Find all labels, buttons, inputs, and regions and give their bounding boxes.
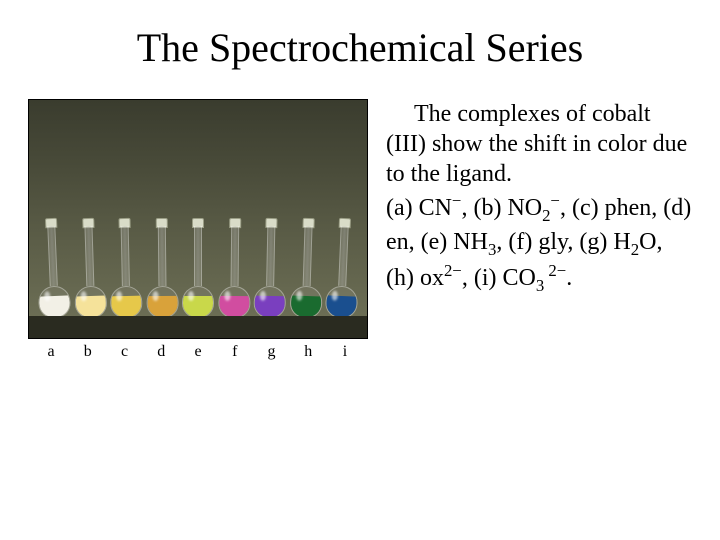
flask-liquid — [75, 296, 106, 318]
flask-neck — [157, 226, 166, 286]
flask-liquid — [254, 296, 284, 318]
flask-e — [181, 168, 215, 318]
flask-i — [324, 167, 364, 318]
flask-bulb — [218, 286, 250, 318]
flask-shine-icon — [188, 291, 194, 301]
slide-title: The Spectrochemical Series — [28, 24, 692, 71]
flask-liquid — [219, 296, 249, 317]
flask-bulb — [74, 285, 107, 318]
flask-shine-icon — [116, 291, 122, 301]
flask-label-d: d — [148, 343, 174, 361]
body-paragraph-1: The complexes of cobalt (III) show the s… — [386, 99, 692, 189]
flask-liquid — [147, 296, 177, 317]
flask-label-e: e — [185, 343, 211, 361]
flask-b — [69, 168, 108, 319]
flask-label-a: a — [38, 343, 64, 361]
text-column: The complexes of cobalt (III) show the s… — [386, 99, 692, 298]
flask-g — [252, 168, 289, 319]
flask-label-h: h — [295, 343, 321, 361]
flask-row — [35, 118, 361, 318]
flask-neck — [266, 226, 275, 286]
flask-label-b: b — [75, 343, 101, 361]
flask-c — [106, 168, 143, 319]
flask-f — [217, 168, 253, 318]
flask-liquid — [290, 296, 321, 318]
flask-label-i: i — [332, 343, 358, 361]
image-column: abcdefghi — [28, 99, 368, 361]
flask-neck — [121, 226, 130, 286]
flask-shine-icon — [80, 291, 86, 301]
flask-neck — [230, 226, 239, 286]
flask-label-g: g — [259, 343, 285, 361]
shelf — [29, 316, 367, 338]
flask-label-row: abcdefghi — [28, 339, 368, 361]
flask-neck — [338, 226, 349, 286]
slide: The Spectrochemical Series abcdefghi The… — [0, 0, 720, 540]
flask-shine-icon — [152, 291, 158, 301]
flask-bulb — [146, 286, 178, 318]
flask-bulb — [182, 286, 214, 318]
flask-bulb — [110, 286, 143, 319]
flask-h — [288, 168, 327, 319]
flask-bulb — [289, 285, 322, 318]
flask-d — [144, 168, 180, 318]
flask-neck — [47, 226, 58, 286]
flask-neck — [302, 226, 312, 286]
flask-liquid — [326, 295, 357, 317]
flask-bulb — [38, 285, 71, 318]
flask-label-c: c — [112, 343, 138, 361]
flask-shine-icon — [224, 291, 230, 301]
flask-photo — [28, 99, 368, 339]
body-paragraph-2: (a) CN−, (b) NO2−, (c) phen, (d) en, (e)… — [386, 191, 692, 296]
content-row: abcdefghi The complexes of cobalt (III) … — [28, 99, 692, 361]
flask-label-f: f — [222, 343, 248, 361]
flask-a — [32, 167, 72, 318]
flask-neck — [194, 226, 202, 286]
flask-neck — [84, 226, 94, 286]
flask-bulb — [253, 286, 286, 319]
flask-bulb — [325, 285, 358, 318]
flask-shine-icon — [296, 291, 302, 301]
flask-liquid — [183, 296, 213, 317]
